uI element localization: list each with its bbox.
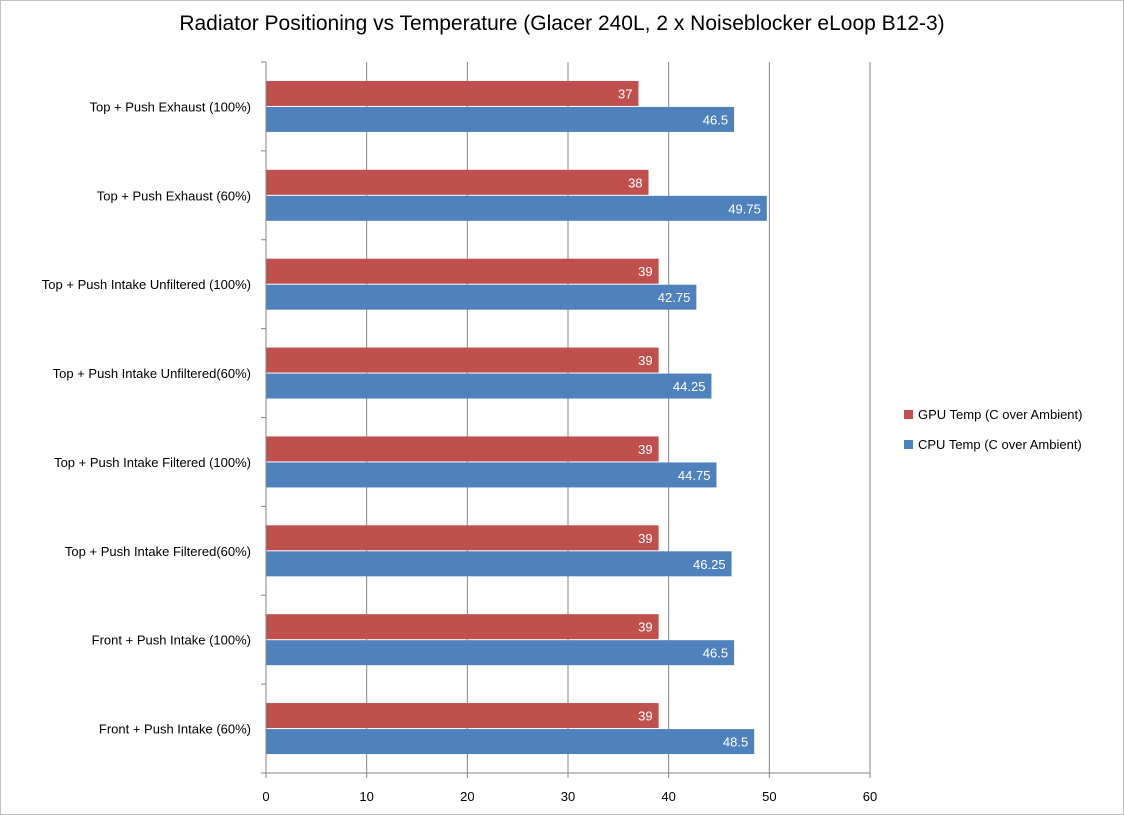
bar-cpu: [266, 106, 735, 132]
data-label-gpu: 39: [638, 442, 652, 457]
legend-item-cpu: CPU Temp (C over Ambient): [904, 434, 1082, 454]
category-label: Top + Push Intake Filtered (100%): [54, 455, 251, 470]
legend-item-gpu: GPU Temp (C over Ambient): [904, 404, 1082, 424]
data-label-cpu: 46.25: [693, 557, 726, 572]
bar-cpu: [266, 551, 732, 577]
category-label: Top + Push Intake Unfiltered(60%): [53, 366, 251, 381]
legend: GPU Temp (C over Ambient) CPU Temp (C ov…: [904, 404, 1082, 464]
data-label-cpu: 46.5: [703, 646, 728, 661]
data-label-gpu: 39: [638, 531, 652, 546]
category-label: Top + Push Intake Unfiltered (100%): [42, 277, 251, 292]
data-label-cpu: 44.75: [678, 468, 711, 483]
data-label-gpu: 39: [638, 709, 652, 724]
legend-swatch-gpu: [904, 409, 913, 419]
x-tick-label: 60: [863, 789, 877, 804]
legend-label-cpu: CPU Temp (C over Ambient): [918, 436, 1082, 452]
x-tick-label: 50: [762, 789, 776, 804]
data-label-cpu: 49.75: [728, 201, 761, 216]
category-label: Front + Push Intake (60%): [99, 722, 251, 737]
category-label: Top + Push Intake Filtered(60%): [65, 544, 251, 559]
bar-cpu: [266, 462, 717, 488]
bar-cpu: [266, 284, 697, 310]
data-label-gpu: 37: [618, 86, 632, 101]
data-label-gpu: 39: [638, 264, 652, 279]
x-tick-label: 20: [460, 789, 474, 804]
legend-swatch-cpu: [904, 439, 913, 449]
x-tick-label: 30: [561, 789, 575, 804]
bar-gpu: [266, 169, 649, 195]
x-tick-label: 10: [359, 789, 373, 804]
data-label-gpu: 39: [638, 620, 652, 635]
bar-gpu: [266, 347, 659, 373]
data-label-gpu: 38: [628, 175, 642, 190]
bar-gpu: [266, 436, 659, 462]
bar-gpu: [266, 614, 659, 640]
bar-cpu: [266, 373, 712, 399]
bar-cpu: [266, 195, 767, 221]
category-label: Top + Push Exhaust (60%): [97, 188, 251, 203]
bar-gpu: [266, 703, 659, 729]
bar-cpu: [266, 640, 735, 666]
bar-gpu: [266, 258, 659, 284]
x-tick-label: 40: [661, 789, 675, 804]
data-label-cpu: 42.75: [658, 290, 691, 305]
category-label: Top + Push Exhaust (100%): [89, 99, 251, 114]
x-tick-label: 0: [262, 789, 269, 804]
chart-title: Radiator Positioning vs Temperature (Gla…: [179, 12, 945, 35]
bar-gpu: [266, 525, 659, 551]
bar-gpu: [266, 80, 639, 106]
bar-cpu: [266, 729, 755, 755]
data-label-cpu: 44.25: [673, 379, 706, 394]
data-label-cpu: 46.5: [703, 112, 728, 127]
category-label: Front + Push Intake (100%): [92, 633, 251, 648]
data-label-gpu: 39: [638, 353, 652, 368]
legend-label-gpu: GPU Temp (C over Ambient): [918, 406, 1083, 422]
data-label-cpu: 48.5: [723, 735, 748, 750]
